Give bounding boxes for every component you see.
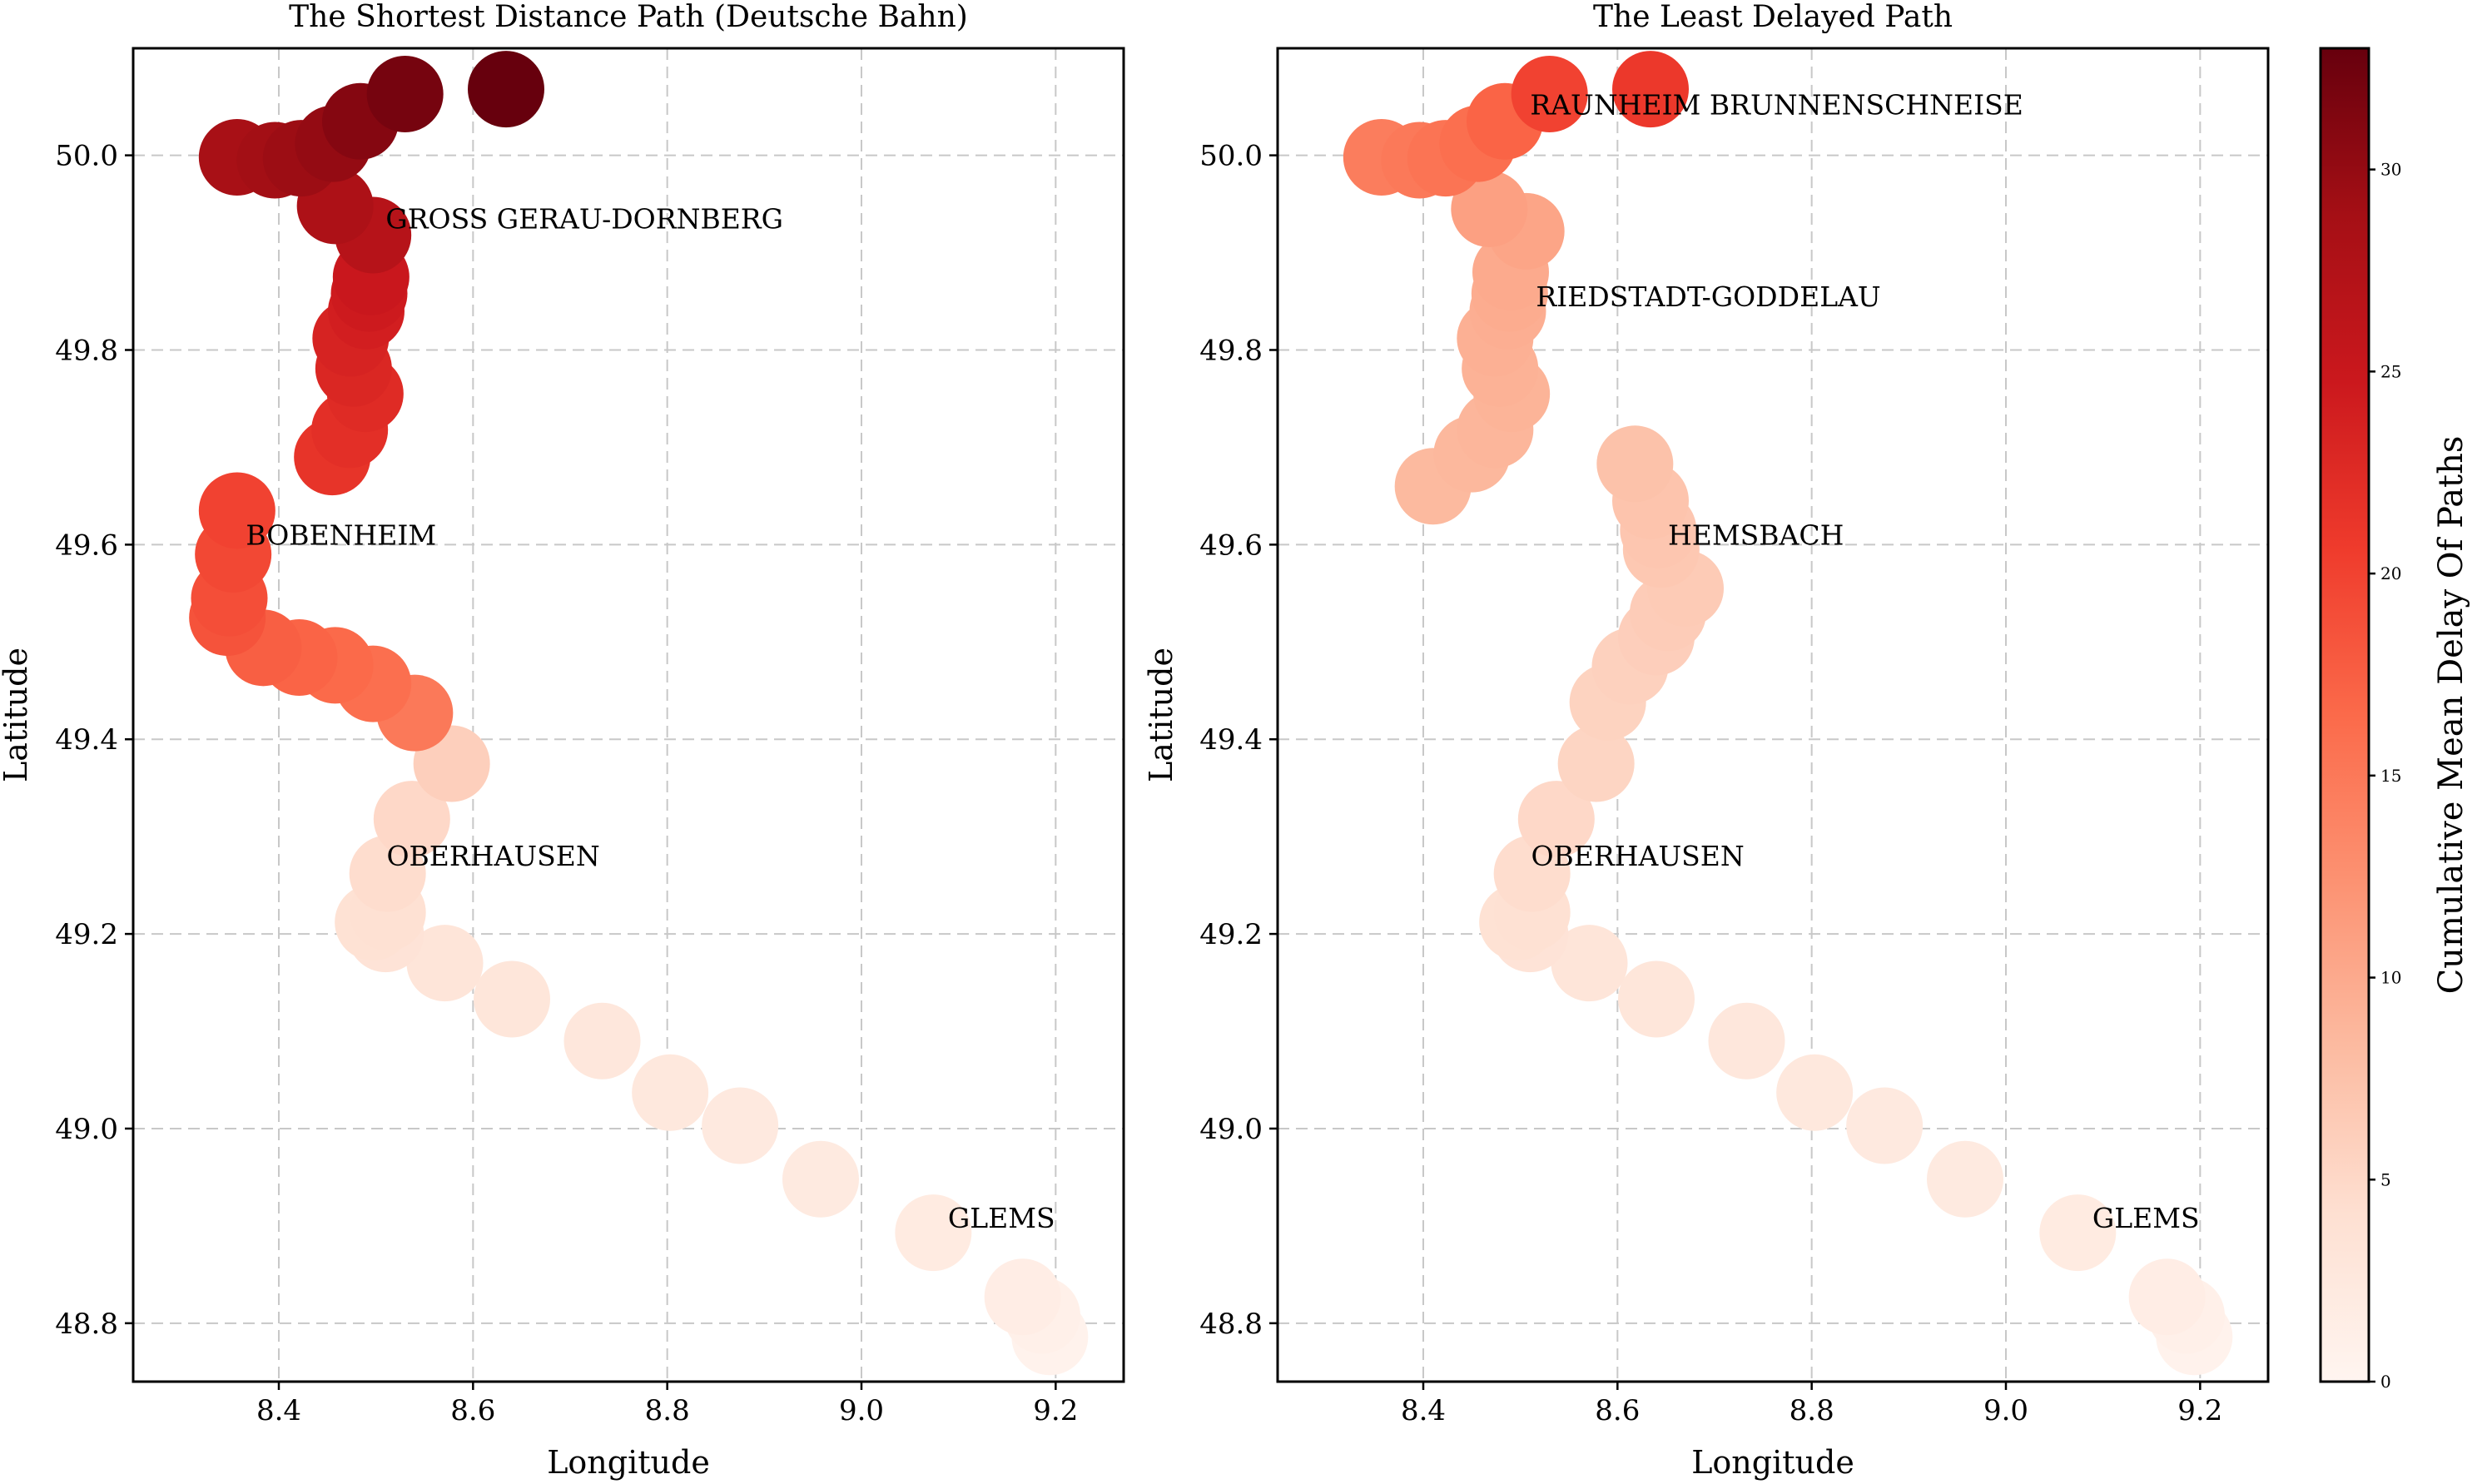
left-scatter-point: [782, 1140, 859, 1218]
colorbar-tick-label: 15: [2380, 766, 2401, 786]
colorbar: 0 5 10 15 20 25 30 Cumulative Mean Delay Of Pa…: [2319, 47, 2470, 1392]
right-x-tick-label: 8.6: [1595, 1394, 1640, 1427]
left-scatter-point: [702, 1087, 779, 1164]
left-station-annotation: GROSS GERAU-DORNBERG: [385, 202, 783, 235]
right-scatter-point: [2039, 1194, 2117, 1272]
right-scatter-point: [1708, 1002, 1785, 1079]
right-annotations: RAUNHEIM BRUNNENSCHNEISE RIEDSTADT-GODDEL…: [1530, 89, 2199, 1235]
left-ticks: 8.4 8.6 8.8 9.0 9.2 48.8 49.0 49.2 49.4 49.6 49.8 5…: [55, 140, 1078, 1427]
right-scatter-point: [1551, 925, 1628, 1002]
right-axes-frame: [1276, 47, 2270, 1383]
left-chart-title: The Shortest Distance Path (Deutsche Bah…: [289, 0, 968, 34]
right-scatter-point: [1846, 1087, 1924, 1164]
right-scatter-point: [1517, 781, 1595, 858]
right-scatter-point: [2128, 1258, 2206, 1336]
left-y-tick-label: 50.0: [55, 140, 118, 173]
left-y-tick-label: 49.2: [55, 918, 118, 951]
left-x-tick-label: 9.2: [1033, 1394, 1078, 1427]
right-x-tick-label: 8.4: [1401, 1394, 1446, 1427]
right-ticks: 8.4 8.6 8.8 9.0 9.2 48.8 49.0 49.2 49.4 49.6 49.8 5…: [1199, 140, 2222, 1427]
right-x-tick-label: 8.8: [1790, 1394, 1834, 1427]
left-grid: [133, 48, 1124, 1382]
right-chart-title: The Least Delayed Path: [1593, 0, 1953, 34]
left-x-tick-label: 8.6: [450, 1394, 495, 1427]
left-scatter-point: [366, 55, 444, 132]
colorbar-tick-label: 25: [2380, 361, 2401, 381]
right-station-annotation: RIEDSTADT-GODDELAU: [1536, 280, 1880, 313]
colorbar-tick-label: 10: [2380, 968, 2401, 988]
left-x-tick-label: 8.8: [645, 1394, 690, 1427]
right-scatter-point: [1927, 1140, 2003, 1218]
colorbar-ticks: 0 5 10 15 20 25 30: [2369, 160, 2401, 1392]
colorbar-tick-label: 30: [2380, 160, 2401, 180]
right-y-tick-label: 49.8: [1199, 334, 1263, 367]
left-y-tick-label: 49.8: [55, 334, 118, 367]
colorbar-label: Cumulative Mean Delay Of Paths: [2432, 436, 2470, 995]
left-scatter-point: [373, 781, 450, 858]
left-scatter-points: [189, 51, 1089, 1376]
right-station-annotation: OBERHAUSEN: [1531, 840, 1745, 872]
colorbar-tick-label: 5: [2380, 1169, 2391, 1189]
left-scatter-point: [468, 51, 544, 128]
left-scatter-point: [406, 925, 484, 1002]
left-scatter-point: [632, 1054, 709, 1131]
colorbar-tick-label: 0: [2380, 1372, 2391, 1392]
colorbar-tick-label: 20: [2380, 563, 2401, 583]
right-y-tick-label: 49.2: [1199, 918, 1263, 951]
right-y-tick-label: 49.6: [1199, 529, 1263, 562]
right-x-tick-label: 9.0: [1983, 1394, 2028, 1427]
left-x-tick-label: 9.0: [839, 1394, 884, 1427]
right-y-axis-label: Latitude: [1143, 648, 1179, 782]
right-x-axis-label: Longitude: [1691, 1444, 1854, 1481]
left-y-tick-label: 48.8: [55, 1308, 118, 1341]
left-station-annotation: BOBENHEIM: [246, 519, 436, 551]
left-station-annotation: OBERHAUSEN: [387, 840, 600, 872]
right-scatter-point: [1612, 51, 1689, 128]
right-station-annotation: GLEMS: [2092, 1202, 2200, 1234]
left-scatter-point: [198, 472, 276, 549]
colorbar-frame: [2319, 47, 2370, 1383]
left-y-tick-label: 49.6: [55, 529, 118, 562]
right-y-tick-label: 49.4: [1199, 723, 1263, 757]
left-x-axis-label: Longitude: [547, 1444, 710, 1481]
right-y-tick-label: 50.0: [1199, 140, 1263, 173]
left-scatter-point: [563, 1002, 641, 1079]
right-station-annotation: RAUNHEIM BRUNNENSCHNEISE: [1530, 89, 2023, 122]
left-x-tick-label: 8.4: [256, 1394, 301, 1427]
right-scatter-point: [1618, 960, 1695, 1038]
right-scatter-point: [1557, 725, 1635, 802]
left-scatter-point: [895, 1194, 972, 1272]
right-y-tick-label: 49.0: [1199, 1113, 1263, 1146]
right-grid: [1278, 48, 2268, 1382]
colorbar-gradient: [2321, 48, 2369, 1382]
left-scatter-point: [984, 1258, 1061, 1336]
right-scatter-point: [1776, 1054, 1854, 1131]
left-y-tick-label: 49.4: [55, 723, 118, 757]
right-scatter-point: [1511, 55, 1588, 132]
right-x-tick-label: 9.2: [2177, 1394, 2222, 1427]
left-station-annotation: GLEMS: [948, 1202, 1055, 1234]
right-subplot: RAUNHEIM BRUNNENSCHNEISE RIEDSTADT-GODDEL…: [1143, 0, 2270, 1481]
right-scatter-point: [1451, 170, 1528, 247]
left-subplot: GROSS GERAU-DORNBERG BOBENHEIM OBERHAUSEN G…: [0, 0, 1125, 1481]
left-axes-frame: [132, 47, 1125, 1383]
right-station-annotation: HEMSBACH: [1668, 519, 1844, 551]
left-scatter-point: [474, 960, 550, 1038]
left-y-axis-label: Latitude: [0, 648, 34, 782]
right-scatter-point: [1596, 425, 1674, 503]
right-y-tick-label: 48.8: [1199, 1308, 1263, 1341]
right-scatter-points: [1343, 51, 2233, 1376]
left-y-tick-label: 49.0: [55, 1113, 118, 1146]
left-annotations: GROSS GERAU-DORNBERG BOBENHEIM OBERHAUSEN G…: [246, 202, 1055, 1234]
